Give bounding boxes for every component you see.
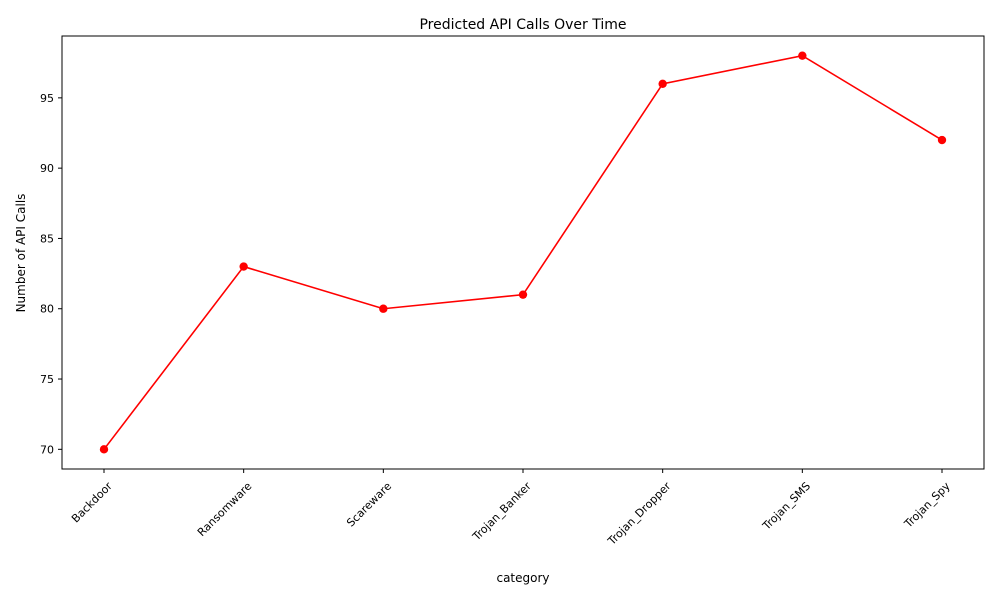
x-tick-label: Trojan_Banker	[469, 479, 534, 544]
plot-frame	[61, 35, 985, 470]
y-tick-label: 95	[40, 92, 54, 105]
x-axis-ticks: Backdoor Ransomware Scareware Trojan_Banker…	[69, 469, 953, 548]
data-point	[518, 290, 528, 299]
series-line	[103, 54, 943, 450]
x-tick-label: Trojan_Dropper	[605, 479, 674, 548]
y-axis-ticks: 70 75 80 85 90 95	[40, 92, 62, 456]
x-tick-label: Trojan_Spy	[901, 479, 953, 531]
data-point	[379, 304, 388, 313]
x-tick-label: Trojan_SMS	[759, 480, 813, 534]
data-point	[99, 445, 109, 454]
x-tick-label: Backdoor	[69, 479, 115, 525]
data-point	[658, 79, 667, 88]
data-point	[798, 51, 807, 60]
data-point	[239, 262, 248, 271]
y-tick-label: 75	[40, 373, 54, 386]
x-axis-label: category	[496, 571, 549, 585]
plot-area	[99, 51, 947, 454]
y-tick-label: 70	[40, 443, 54, 456]
y-tick-label: 90	[40, 162, 54, 175]
y-axis-label: Number of API Calls	[14, 194, 28, 313]
data-point	[937, 135, 947, 145]
x-tick-label: Ransomware	[195, 479, 255, 539]
chart-title: Predicted API Calls Over Time	[419, 17, 626, 33]
x-tick-label: Scareware	[344, 479, 394, 529]
y-tick-label: 80	[40, 303, 54, 316]
y-tick-label: 85	[40, 232, 54, 245]
